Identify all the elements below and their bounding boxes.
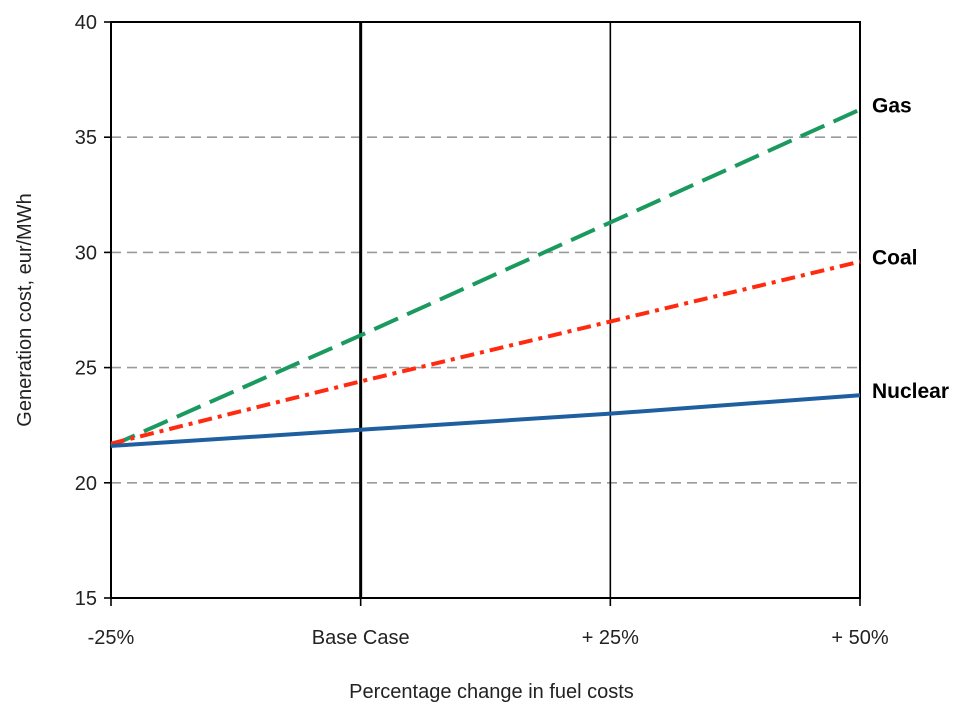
y-tick-label: 20 (75, 473, 97, 495)
y-tick-label: 40 (75, 12, 97, 34)
series-label-nuclear: Nuclear (872, 380, 949, 403)
x-tick-label: + 50% (831, 627, 888, 649)
x-tick-labels: -25% Base Case + 25% + 50% (88, 598, 889, 649)
y-axis-title: Generation cost, eur/MWh (14, 193, 36, 426)
grid (111, 22, 860, 598)
series-lines (110, 107, 861, 448)
x-axis-title: Percentage change in fuel costs (349, 681, 634, 703)
y-tick-label: 25 (75, 358, 97, 380)
x-tick-label: + 25% (582, 627, 639, 649)
series-line-nuclear (110, 393, 861, 448)
x-tick-label: Base Case (312, 627, 410, 649)
y-tick-label: 15 (75, 588, 97, 610)
y-tick-label: 30 (75, 242, 97, 264)
plot-frame (110, 21, 861, 599)
y-tick-labels: 15 20 25 30 35 40 (75, 12, 111, 610)
series-label-coal: Coal (872, 247, 918, 270)
series-labels: Gas Coal Nuclear (872, 95, 949, 404)
series-line-coal (110, 259, 861, 446)
x-tick-label: -25% (88, 627, 135, 649)
y-tick-label: 35 (75, 127, 97, 149)
series-line-gas (110, 107, 861, 448)
series-label-gas: Gas (872, 95, 912, 118)
plot-border (110, 21, 861, 599)
